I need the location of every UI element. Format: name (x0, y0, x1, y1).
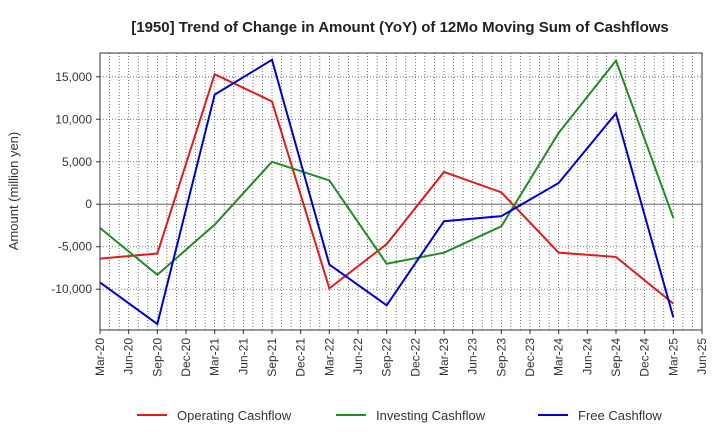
y-axis-label: Amount (million yen) (6, 132, 21, 251)
y-tick-label: 10,000 (55, 112, 92, 126)
y-ticks: 15,000 10,000 5,000 0 -5,000 -10,000 (51, 70, 100, 296)
y-tick-label: 0 (85, 197, 92, 211)
x-tick-label: Jun-24 (580, 338, 594, 375)
x-tick-label: Sep-21 (265, 338, 279, 377)
x-tick-label: Sep-20 (150, 338, 164, 377)
series-line-free-cashflow (99, 58, 675, 326)
plot-frame (99, 52, 703, 331)
x-tick-label: Mar-21 (208, 338, 222, 376)
x-tick-label: Jun-25 (695, 338, 709, 375)
legend-label-free-cashflow: Free Cashflow (578, 408, 662, 423)
x-tick-label: Mar-20 (93, 338, 107, 376)
legend-label-operating-cashflow: Operating Cashflow (177, 408, 292, 423)
legend-label-investing-cashflow: Investing Cashflow (376, 408, 486, 423)
x-tick-label: Dec-23 (523, 338, 537, 377)
y-tick-label: -5,000 (58, 240, 92, 254)
series-layer (99, 58, 675, 326)
x-tick-label: Sep-24 (609, 338, 623, 377)
x-tick-label: Mar-23 (437, 338, 451, 376)
y-tick-label: -10,000 (51, 282, 92, 296)
x-tick-label: Dec-24 (638, 338, 652, 377)
x-tick-label: Sep-22 (380, 338, 394, 377)
x-tick-label: Sep-23 (494, 338, 508, 377)
chart-title: [1950] Trend of Change in Amount (YoY) o… (131, 19, 669, 36)
x-ticks: Mar-20 Jun-20 Sep-20 Dec-20 Mar-21 Jun-21 Sep-… (93, 330, 709, 377)
x-tick-label: Dec-21 (294, 338, 308, 377)
x-tick-label: Jun-22 (351, 338, 365, 375)
series-line-operating-cashflow (99, 72, 674, 305)
legend: Operating Cashflow Investing Cashflow Free… (137, 408, 662, 423)
y-tick-label: 5,000 (62, 155, 92, 169)
x-tick-label: Mar-24 (552, 338, 566, 376)
x-tick-label: Mar-25 (666, 338, 680, 376)
x-tick-label: Dec-20 (179, 338, 193, 377)
x-tick-label: Jun-23 (466, 338, 480, 375)
x-tick-label: Jun-21 (236, 338, 250, 375)
x-tick-label: Jun-20 (122, 338, 136, 375)
y-tick-label: 15,000 (55, 70, 92, 84)
series-line-investing-cashflow (99, 58, 675, 277)
x-tick-label: Dec-22 (408, 338, 422, 377)
x-tick-label: Mar-22 (322, 338, 336, 376)
